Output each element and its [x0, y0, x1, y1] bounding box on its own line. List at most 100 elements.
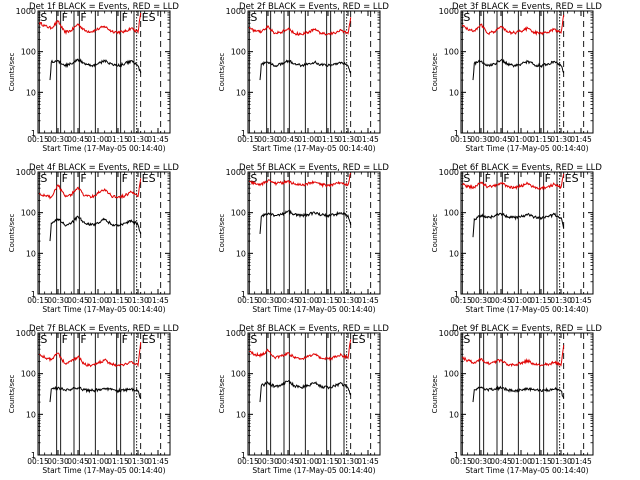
- x-tick-label: 01:45: [147, 457, 169, 466]
- x-tick-label: 01:15: [530, 457, 552, 466]
- x-tick-label: 01:00: [510, 296, 532, 305]
- x-tick-label: 00:45: [67, 135, 89, 144]
- x-tick-label: 01:15: [530, 296, 552, 305]
- x-tick-label: 01:30: [550, 296, 572, 305]
- lld-series-line: [39, 341, 142, 368]
- event-marker-label: S: [40, 172, 47, 185]
- x-tick-label: 01:00: [87, 457, 109, 466]
- y-tick-label: 100: [231, 209, 246, 218]
- y-tick-label: 10: [236, 249, 246, 258]
- y-axis-label: Counts/sec: [8, 375, 16, 414]
- x-tick-label: 01:30: [337, 457, 359, 466]
- chart-panel-7: Det 7f BLACK = Events, RED = LLD 1 10 100 10…: [8, 324, 179, 475]
- chart-title: Det 1f BLACK = Events, RED = LLD: [29, 2, 179, 12]
- events-series-line: [259, 209, 352, 234]
- x-tick-label: 00:15: [237, 296, 259, 305]
- x-tick-label: 01:00: [297, 296, 319, 305]
- events-series-line: [49, 385, 142, 403]
- y-tick-label: 10: [449, 410, 459, 419]
- lld-series-line: [461, 14, 565, 36]
- x-tick-label: 00:45: [490, 296, 512, 305]
- y-tick-label: 10: [236, 88, 246, 97]
- chart-title: Det 2f BLACK = Events, RED = LLD: [239, 2, 389, 12]
- y-tick-label: 100: [21, 209, 36, 218]
- x-axis-label: Start Time (17-May-05 00:14:40): [465, 305, 588, 314]
- x-tick-label: 01:45: [147, 135, 169, 144]
- y-tick-label: 1000: [226, 7, 246, 16]
- x-tick-label: 00:45: [277, 296, 299, 305]
- x-tick-label: 00:45: [277, 457, 299, 466]
- chart-title: Det 6f BLACK = Events, RED = LLD: [452, 163, 602, 173]
- chart-title: Det 8f BLACK = Events, RED = LLD: [239, 324, 389, 334]
- events-series-line: [259, 379, 352, 403]
- chart-panel-8: Det 8f BLACK = Events, RED = LLD 1 10 100 10…: [218, 324, 389, 475]
- y-tick-label: 1: [454, 290, 459, 299]
- x-tick-label: 01:30: [337, 296, 359, 305]
- x-axis-label: Start Time (17-May-05 00:14:40): [252, 466, 375, 475]
- event-marker-label: ES: [142, 172, 156, 185]
- y-axis-label: Counts/sec: [8, 53, 16, 92]
- y-tick-label: 1: [454, 451, 459, 460]
- y-axis-label: Counts/sec: [431, 53, 439, 92]
- x-tick-label: 00:15: [450, 135, 472, 144]
- x-tick-label: 01:30: [127, 457, 149, 466]
- x-tick-label: 00:45: [67, 296, 89, 305]
- events-series-line: [49, 215, 142, 242]
- x-axis-label: Start Time (17-May-05 00:14:40): [252, 144, 375, 153]
- event-marker-label: F: [485, 172, 491, 185]
- lld-series-line: [38, 178, 142, 200]
- event-marker-label: F: [80, 172, 86, 185]
- event-marker-label: F: [122, 11, 128, 24]
- y-tick-label: 1000: [16, 168, 36, 177]
- y-tick-label: 1: [31, 290, 36, 299]
- events-series-line: [472, 385, 565, 403]
- events-series-line: [472, 58, 565, 81]
- x-tick-label: 00:30: [257, 457, 279, 466]
- y-tick-label: 100: [231, 48, 246, 57]
- event-marker-label: S: [40, 11, 47, 24]
- y-tick-label: 100: [231, 370, 246, 379]
- chart-panel-1: Det 1f BLACK = Events, RED = LLD 1 10 100 10…: [8, 2, 179, 153]
- x-tick-label: 00:45: [490, 457, 512, 466]
- chart-title: Det 5f BLACK = Events, RED = LLD: [239, 163, 389, 173]
- event-marker-label: F: [503, 172, 509, 185]
- x-axis-label: Start Time (17-May-05 00:14:40): [42, 466, 165, 475]
- y-tick-label: 10: [236, 410, 246, 419]
- x-axis-label: Start Time (17-May-05 00:14:40): [42, 305, 165, 314]
- chart-title: Det 9f BLACK = Events, RED = LLD: [452, 324, 602, 334]
- y-tick-label: 1000: [16, 329, 36, 338]
- event-marker-label: F: [545, 172, 551, 185]
- x-tick-label: 00:30: [470, 457, 492, 466]
- event-marker-label: ES: [352, 333, 366, 346]
- x-tick-label: 01:00: [87, 296, 109, 305]
- x-axis-label: Start Time (17-May-05 00:14:40): [42, 144, 165, 153]
- y-tick-label: 1000: [226, 329, 246, 338]
- x-tick-label: 01:30: [127, 296, 149, 305]
- x-tick-label: 01:15: [317, 135, 339, 144]
- y-axis-label: Counts/sec: [218, 214, 226, 253]
- y-tick-label: 1000: [439, 7, 459, 16]
- event-marker-label: F: [122, 172, 128, 185]
- event-marker-label: F: [62, 172, 68, 185]
- y-tick-label: 1000: [439, 168, 459, 177]
- chart-title: Det 7f BLACK = Events, RED = LLD: [29, 324, 179, 334]
- y-tick-label: 10: [26, 88, 36, 97]
- x-tick-label: 00:30: [470, 296, 492, 305]
- x-tick-label: 00:15: [237, 135, 259, 144]
- y-tick-label: 1: [31, 129, 36, 138]
- event-marker-label: F: [62, 11, 68, 24]
- plot-frame: [460, 332, 594, 456]
- y-tick-label: 1: [241, 129, 246, 138]
- plot-frame: [247, 332, 381, 456]
- plot-frame: [247, 10, 381, 134]
- x-tick-label: 01:30: [550, 457, 572, 466]
- x-tick-label: 01:00: [510, 135, 532, 144]
- chart-title: Det 3f BLACK = Events, RED = LLD: [452, 2, 602, 12]
- events-series-line: [259, 59, 352, 81]
- x-axis-label: Start Time (17-May-05 00:14:40): [252, 305, 375, 314]
- plot-frame: [37, 10, 171, 134]
- chart-panel-6: Det 6f BLACK = Events, RED = LLD 1 10 100 10…: [431, 163, 602, 314]
- x-tick-label: 01:00: [87, 135, 109, 144]
